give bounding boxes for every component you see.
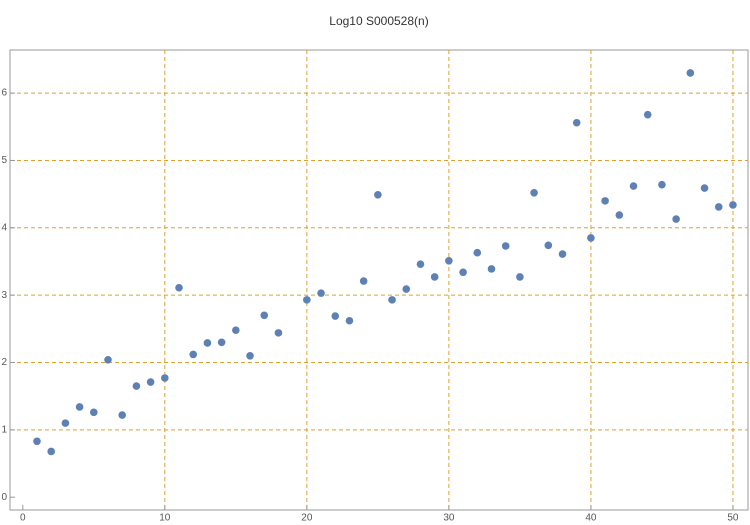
point: [629, 182, 638, 190]
point: [445, 257, 453, 265]
point: [416, 260, 425, 268]
point: [132, 382, 141, 390]
point: [643, 110, 652, 119]
point: [146, 378, 155, 386]
point: [104, 356, 112, 364]
x-tick-label: 10: [159, 513, 171, 524]
point: [246, 351, 254, 360]
point: [33, 437, 41, 446]
y-tick-label: 2: [1, 357, 7, 368]
point: [374, 191, 382, 199]
point: [672, 215, 680, 223]
point: [430, 273, 439, 281]
x-tick-label: 40: [585, 513, 597, 524]
y-tick-label: 0: [1, 492, 7, 503]
chart-title: Log10 S000528(n): [329, 14, 428, 28]
y-tick-label: 1: [1, 424, 7, 435]
point: [402, 285, 411, 293]
point: [700, 184, 709, 192]
point: [317, 289, 325, 297]
point: [729, 201, 737, 209]
point: [274, 329, 283, 337]
plot-frame: [9, 49, 749, 511]
point: [558, 250, 567, 258]
point: [47, 447, 55, 456]
x-tick-label: 30: [443, 513, 455, 524]
x-tick-label: 0: [20, 513, 26, 524]
point: [530, 188, 538, 197]
point: [203, 339, 212, 347]
point: [516, 273, 524, 281]
point: [75, 403, 84, 411]
point: [260, 311, 269, 320]
point: [345, 316, 354, 325]
point: [331, 312, 340, 320]
point: [544, 241, 553, 250]
point: [615, 211, 624, 219]
point: [714, 203, 723, 211]
point: [388, 296, 396, 304]
point: [459, 268, 467, 277]
point: [487, 265, 496, 273]
x-tick-label: 50: [727, 513, 739, 524]
point: [359, 277, 368, 285]
point: [89, 408, 98, 417]
point: [232, 326, 240, 334]
point: [161, 374, 169, 382]
point: [118, 411, 127, 419]
point: [501, 242, 510, 250]
point: [61, 419, 70, 427]
y-tick-label: 6: [1, 88, 7, 99]
x-tick-label: 20: [301, 513, 313, 524]
point: [686, 69, 695, 77]
point: [473, 248, 482, 257]
point: [189, 350, 198, 359]
point: [658, 180, 666, 189]
point: [175, 283, 183, 292]
point: [601, 197, 609, 205]
y-tick-label: 3: [1, 290, 7, 301]
point: [303, 296, 311, 304]
y-tick-label: 5: [1, 155, 7, 166]
point: [572, 118, 581, 127]
point: [217, 338, 226, 347]
y-tick-label: 4: [1, 222, 7, 233]
point: [587, 234, 595, 242]
